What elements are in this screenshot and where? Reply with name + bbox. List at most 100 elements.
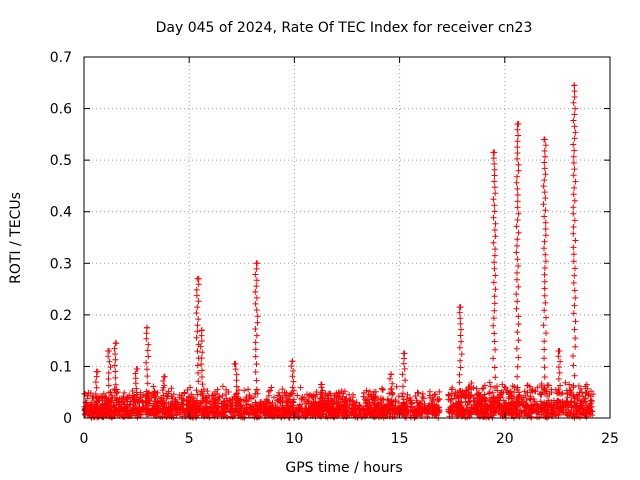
data-point [219,410,226,417]
data-point [233,390,240,397]
data-point [540,183,547,190]
data-point [361,389,367,396]
data-point [312,399,319,406]
data-point [583,413,590,420]
data-point [318,405,325,412]
data-point [194,322,201,329]
data-point [491,166,498,173]
data-point [99,394,106,401]
data-point [261,410,267,417]
data-point [492,233,499,240]
data-point [456,309,463,316]
data-point [253,283,260,290]
data-point [324,414,331,421]
data-point [446,409,453,416]
data-point [571,88,578,95]
data-point [350,400,357,407]
data-point [456,371,463,378]
data-point [515,263,522,269]
data-point [278,412,285,419]
data-point [572,335,579,342]
data-point [570,141,577,148]
data-point [570,99,577,106]
data-point [194,328,201,335]
data-point [514,192,521,198]
data-point [412,393,419,400]
data-point [346,397,353,404]
data-point [570,224,577,230]
data-point [541,238,548,245]
data-point [318,390,325,397]
x-tick-label: 15 [391,431,409,447]
data-point [276,393,283,399]
data-point [492,220,499,227]
y-tick-label: 0 [63,411,72,427]
data-point [514,363,521,370]
data-point [161,411,168,418]
data-point [219,383,226,390]
data-point [516,392,523,399]
data-point [570,210,577,217]
data-point [571,372,578,379]
data-point [253,294,260,301]
data-point [572,129,579,136]
data-point [570,384,577,391]
data-point [514,138,521,145]
data-point [195,378,202,385]
data-point [106,348,113,354]
data-point [479,385,486,392]
data-point [487,383,494,390]
data-point [570,153,577,160]
data-point [195,316,202,323]
data-point [408,403,415,410]
data-point [268,384,275,391]
data-point [378,408,384,414]
data-point [486,379,493,386]
data-point [388,385,394,392]
data-point [429,411,436,418]
data-point [452,389,459,396]
data-point [130,405,137,412]
data-point [511,389,518,396]
data-point [206,414,213,421]
data-point [172,398,179,405]
data-point [573,411,580,418]
data-point [490,355,497,362]
data-point [491,227,498,233]
data-point [140,404,147,411]
data-point [513,179,520,186]
data-point [514,144,521,151]
data-point [252,353,259,360]
data-point [175,401,182,408]
data-point [290,368,297,374]
data-point [572,294,579,301]
data-point [492,190,499,197]
data-point [515,354,522,361]
data-point [144,373,151,380]
data-point [460,406,467,413]
data-point [491,184,498,191]
data-point [252,271,259,278]
data-point [554,397,561,404]
data-point [200,406,207,412]
data-point [368,409,375,416]
data-point [514,384,521,391]
data-point [568,402,575,409]
data-point [498,405,505,412]
data-point [541,292,548,299]
data-point [492,286,499,293]
data-point [460,392,467,399]
data-point [513,305,520,312]
data-point [542,171,549,178]
data-point [358,414,365,421]
data-point [112,368,119,375]
data-point [508,411,515,418]
data-point [492,246,499,253]
data-point [275,389,282,396]
data-point [490,315,497,322]
data-point [253,332,260,339]
data-point [164,393,171,400]
data-point [296,401,303,408]
data-point [495,402,502,409]
data-point [202,411,209,418]
